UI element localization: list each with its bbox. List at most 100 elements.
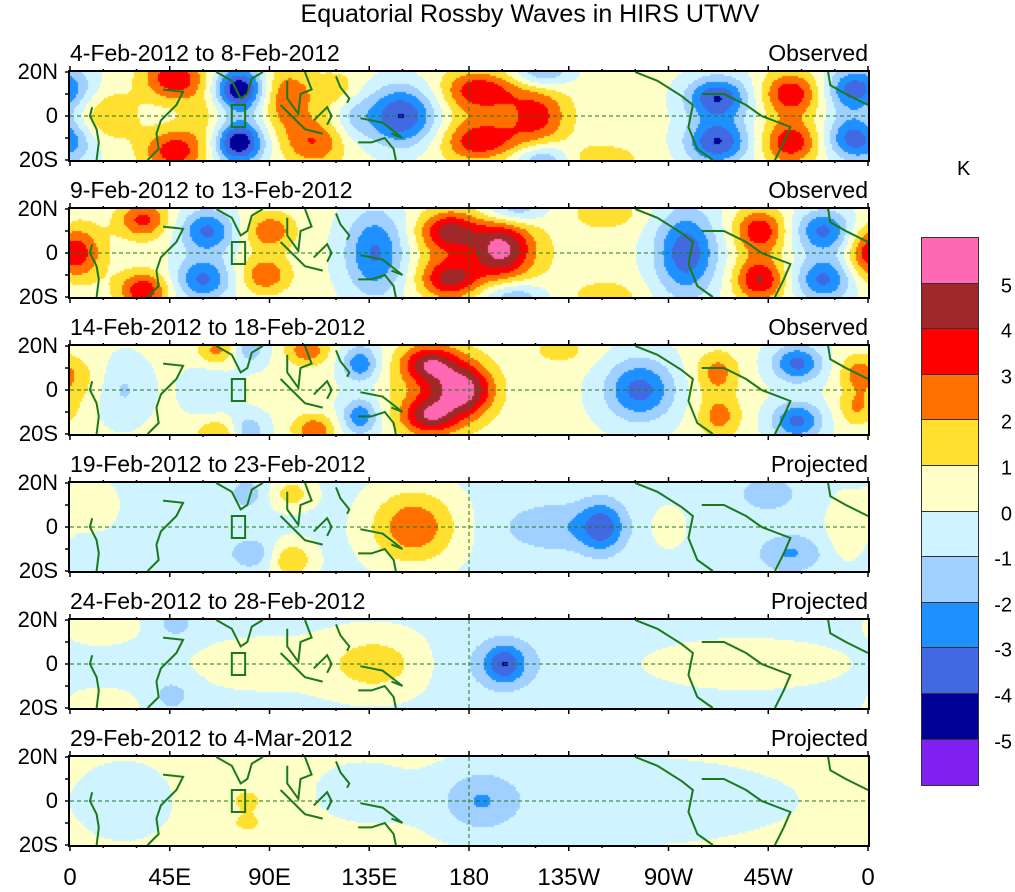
y-tick-label: 0 bbox=[45, 514, 58, 539]
y-tick-label: 20S bbox=[18, 832, 58, 857]
coastline bbox=[146, 773, 185, 846]
panel-title: 9-Feb-2012 to 13-Feb-2012 bbox=[70, 177, 353, 203]
y-tick-label: 0 bbox=[45, 788, 58, 813]
coastline bbox=[634, 71, 714, 161]
y-tick-label: 20S bbox=[18, 147, 58, 172]
x-tick-label: 90E bbox=[248, 864, 291, 891]
coastline bbox=[146, 225, 185, 298]
colorbar-swatch bbox=[922, 557, 978, 603]
coastline bbox=[827, 619, 869, 654]
coastline bbox=[279, 241, 323, 272]
y-tick-label: 20N bbox=[17, 744, 58, 769]
colorbar-unit: K bbox=[957, 158, 971, 180]
map-panel bbox=[65, 477, 870, 577]
coastline bbox=[286, 619, 313, 665]
coastline bbox=[358, 547, 397, 572]
y-tick-label: 0 bbox=[45, 651, 58, 676]
coastline bbox=[335, 350, 351, 378]
y-tick-label: 20N bbox=[17, 59, 58, 84]
coastline bbox=[634, 756, 714, 846]
y-tick-label: 20N bbox=[17, 196, 58, 221]
region-box bbox=[230, 515, 247, 539]
coastline bbox=[701, 778, 792, 846]
colorbar-label: 5 bbox=[1000, 275, 1012, 298]
coastline bbox=[313, 242, 333, 263]
x-tick-label: 0 bbox=[63, 864, 77, 891]
map-overlay bbox=[65, 477, 869, 577]
coastline bbox=[88, 243, 100, 298]
region-box bbox=[230, 789, 247, 813]
coastline bbox=[360, 391, 404, 413]
coastline bbox=[215, 71, 264, 100]
colorbar-swatch bbox=[922, 693, 978, 740]
region-box bbox=[230, 241, 247, 265]
colorbar-label: 0 bbox=[1000, 503, 1012, 526]
coastline bbox=[286, 345, 313, 391]
y-tick-label: 20S bbox=[18, 284, 58, 309]
coastline bbox=[634, 208, 714, 298]
y-tick-label: 0 bbox=[45, 240, 58, 265]
panel-kind-label: Observed bbox=[768, 314, 868, 340]
colorbar-swatch bbox=[922, 739, 978, 786]
coastline bbox=[215, 345, 264, 374]
coastline bbox=[358, 821, 397, 846]
panel-title: 19-Feb-2012 to 23-Feb-2012 bbox=[70, 451, 366, 477]
panel-kind-label: Observed bbox=[768, 40, 868, 66]
colorbar-label: -4 bbox=[994, 685, 1012, 708]
colorbar-swatch bbox=[922, 238, 978, 284]
coastline bbox=[827, 208, 869, 243]
coastline bbox=[701, 367, 792, 435]
coastline bbox=[215, 619, 264, 648]
y-tick-label: 0 bbox=[45, 377, 58, 402]
map-overlay bbox=[65, 66, 869, 166]
coastline bbox=[360, 117, 404, 139]
coastline bbox=[827, 71, 869, 106]
coastline bbox=[146, 499, 185, 572]
map-panel bbox=[65, 614, 870, 714]
coastline bbox=[360, 528, 404, 550]
map-overlay bbox=[65, 751, 869, 851]
coastline bbox=[88, 654, 100, 709]
coastline bbox=[313, 379, 333, 400]
coastline bbox=[279, 378, 323, 409]
region-box bbox=[230, 378, 247, 402]
x-tick-label: 135E bbox=[341, 864, 398, 891]
region-box bbox=[230, 104, 247, 128]
coastline bbox=[286, 482, 313, 528]
coastline bbox=[335, 76, 351, 104]
coastline bbox=[827, 482, 869, 517]
coastline bbox=[279, 104, 323, 135]
panel-title: 14-Feb-2012 to 18-Feb-2012 bbox=[70, 314, 366, 340]
coastline bbox=[215, 756, 264, 785]
colorbar-swatch bbox=[922, 511, 978, 558]
map-panel bbox=[65, 751, 870, 851]
y-tick-label: 20S bbox=[18, 695, 58, 720]
panel-title: 4-Feb-2012 to 8-Feb-2012 bbox=[70, 40, 340, 66]
coastline bbox=[279, 789, 323, 820]
coastline bbox=[313, 790, 333, 811]
map-panel bbox=[65, 203, 870, 303]
coastline bbox=[634, 619, 714, 709]
y-tick-label: 0 bbox=[45, 103, 58, 128]
map-panel bbox=[65, 340, 870, 440]
coastline bbox=[701, 641, 792, 709]
chart-title: Equatorial Rossby Waves in HIRS UTWV bbox=[300, 0, 760, 28]
coastline bbox=[634, 345, 714, 435]
colorbar-label: 1 bbox=[1000, 457, 1012, 480]
coastline bbox=[701, 93, 792, 161]
coastline bbox=[286, 756, 313, 802]
map-overlay bbox=[65, 340, 869, 440]
y-tick-label: 20N bbox=[17, 333, 58, 358]
coastline bbox=[827, 756, 869, 791]
coastline bbox=[335, 624, 351, 652]
coastline bbox=[286, 71, 313, 117]
coastline bbox=[88, 791, 100, 846]
panel-kind-label: Projected bbox=[770, 725, 868, 751]
colorbar-swatch bbox=[922, 602, 978, 649]
colorbar-label: -1 bbox=[994, 548, 1012, 571]
coastline bbox=[701, 504, 792, 572]
x-tick-label: 45E bbox=[148, 864, 192, 891]
coastline bbox=[335, 213, 351, 241]
coastline bbox=[335, 487, 351, 515]
coastline bbox=[313, 653, 333, 674]
